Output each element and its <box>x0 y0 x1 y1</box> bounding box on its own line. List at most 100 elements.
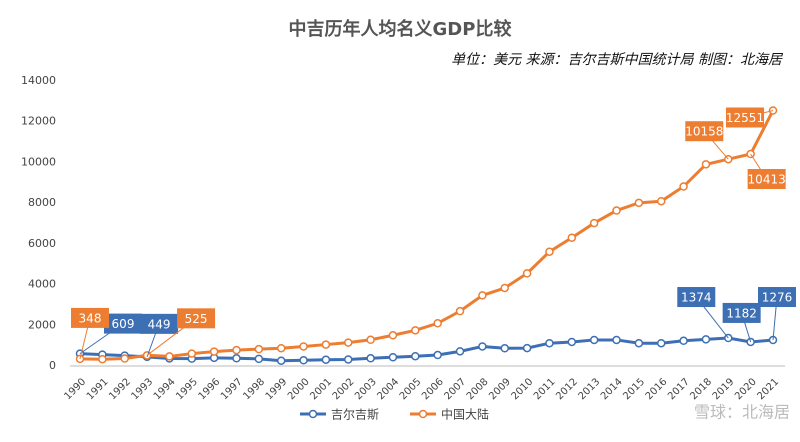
x-tick-label: 1991 <box>85 376 111 402</box>
label-box <box>722 302 761 323</box>
point <box>120 354 129 363</box>
x-tick-label: 2000 <box>286 376 312 402</box>
data-label: 12551 <box>726 111 764 125</box>
x-tick-label: 1990 <box>62 376 88 402</box>
point <box>344 338 353 347</box>
x-tick-label: 2020 <box>733 376 759 402</box>
x-tick-label: 1995 <box>174 376 200 402</box>
x-tick-label: 1992 <box>107 376 133 402</box>
point <box>187 349 197 358</box>
point <box>98 354 107 364</box>
x-tick-label: 1993 <box>130 376 156 402</box>
data-label: 525 <box>185 312 208 326</box>
x-tick-label: 1997 <box>219 376 245 402</box>
point <box>589 218 599 228</box>
x-tick-label: 2021 <box>755 376 781 402</box>
point <box>612 335 621 345</box>
label-box <box>726 107 764 128</box>
x-tick-label: 2008 <box>465 376 491 402</box>
point <box>455 306 465 316</box>
data-label: 348 <box>79 311 102 325</box>
x-tick-label: 1994 <box>152 376 178 402</box>
point <box>545 247 554 256</box>
y-tick-label: 14000 <box>21 74 56 87</box>
point <box>433 319 442 328</box>
point <box>656 338 666 348</box>
point <box>567 233 577 242</box>
x-tick-label: 2003 <box>353 376 379 402</box>
point <box>321 340 331 349</box>
x-tick-label: 2017 <box>666 376 692 402</box>
x-tick-label: 2002 <box>331 376 357 402</box>
x-tick-label: 2001 <box>308 376 334 402</box>
point <box>679 182 688 191</box>
data-label: 449 <box>148 317 171 331</box>
x-tick-label: 2012 <box>554 376 580 402</box>
point <box>701 160 711 169</box>
data-label: 10158 <box>685 125 723 139</box>
x-tick-label: 2015 <box>621 376 647 402</box>
point <box>567 337 577 347</box>
point <box>209 347 219 356</box>
label-box <box>758 287 796 308</box>
data-label: 1374 <box>681 291 712 305</box>
point <box>276 356 286 365</box>
chart-subtitle: 单位：美元 来源：吉尔吉斯中国统计局 制图：北海居 <box>451 52 784 68</box>
point <box>522 343 532 353</box>
y-tick-label: 8000 <box>28 196 56 209</box>
point <box>500 283 509 293</box>
y-tick-label: 2000 <box>28 318 56 331</box>
point <box>165 352 174 361</box>
point <box>299 356 308 365</box>
x-tick-label: 2018 <box>688 376 714 402</box>
point <box>276 343 286 353</box>
point <box>366 354 375 363</box>
point <box>522 269 532 278</box>
point <box>656 196 666 206</box>
point <box>701 335 711 344</box>
point <box>634 198 644 208</box>
x-tick-label: 2005 <box>398 376 424 402</box>
point <box>545 338 554 348</box>
legend-marker <box>418 409 428 419</box>
point <box>254 354 264 364</box>
label-box <box>140 313 179 334</box>
y-tick-label: 10000 <box>21 155 56 168</box>
point <box>433 350 442 360</box>
watermark: 雪球：北海居 <box>694 403 790 422</box>
point <box>634 338 644 348</box>
x-tick-label: 2014 <box>599 376 625 402</box>
x-tick-label: 2009 <box>487 376 513 402</box>
point <box>478 342 487 351</box>
x-tick-label: 2006 <box>420 376 446 402</box>
point <box>254 344 264 354</box>
x-tick-label: 2013 <box>577 376 603 402</box>
data-label: 609 <box>112 317 135 331</box>
label-box <box>104 313 142 334</box>
x-tick-label: 2019 <box>711 376 737 402</box>
x-tick-label: 1996 <box>197 376 223 402</box>
x-tick-label: 2007 <box>442 376 468 402</box>
point <box>500 344 509 353</box>
point <box>679 336 688 346</box>
label-box <box>177 308 216 329</box>
line <box>79 336 774 363</box>
label-box <box>71 307 109 328</box>
legend-label: 中国大陆 <box>441 407 489 422</box>
y-tick-label: 12000 <box>21 115 56 128</box>
y-tick-label: 4000 <box>28 278 56 291</box>
point <box>411 351 420 361</box>
y-tick-label: 6000 <box>28 237 56 250</box>
label-box <box>747 169 786 190</box>
point <box>344 355 353 364</box>
data-label: 10413 <box>748 173 786 187</box>
legend-label: 吉尔吉斯 <box>331 407 379 422</box>
x-tick-label: 2011 <box>532 376 558 402</box>
x-tick-label: 2016 <box>644 376 670 402</box>
data-label: 1182 <box>726 306 757 320</box>
chart-title: 中吉历年人均名义GDP比较 <box>289 18 512 40</box>
label-box <box>685 121 724 142</box>
point <box>299 342 308 351</box>
point <box>455 347 465 356</box>
